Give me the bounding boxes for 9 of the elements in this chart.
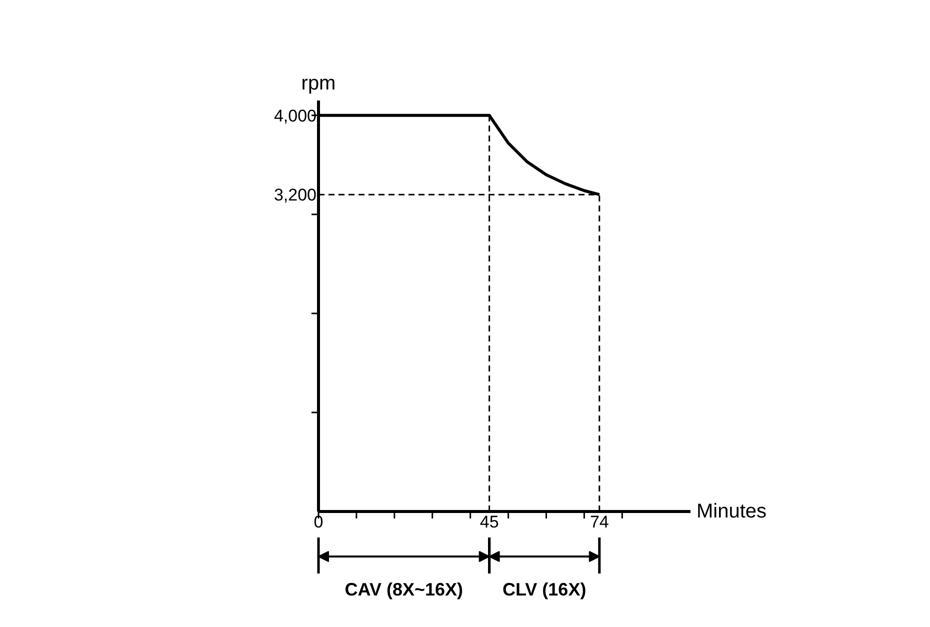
text: CAV (8X~16X) — [344, 580, 464, 600]
x-axis-title: Minutes — [696, 500, 767, 522]
text: CLV (16X) — [502, 580, 586, 600]
x-tick-label: 45 — [480, 512, 499, 532]
y-tick-label: 4,000 — [274, 106, 317, 126]
x-tick-label: 74 — [590, 512, 609, 532]
y-axis-title: rpm — [301, 72, 336, 94]
y-tick-label: 3,200 — [274, 186, 317, 205]
x-tick-label: 0 — [314, 512, 324, 532]
